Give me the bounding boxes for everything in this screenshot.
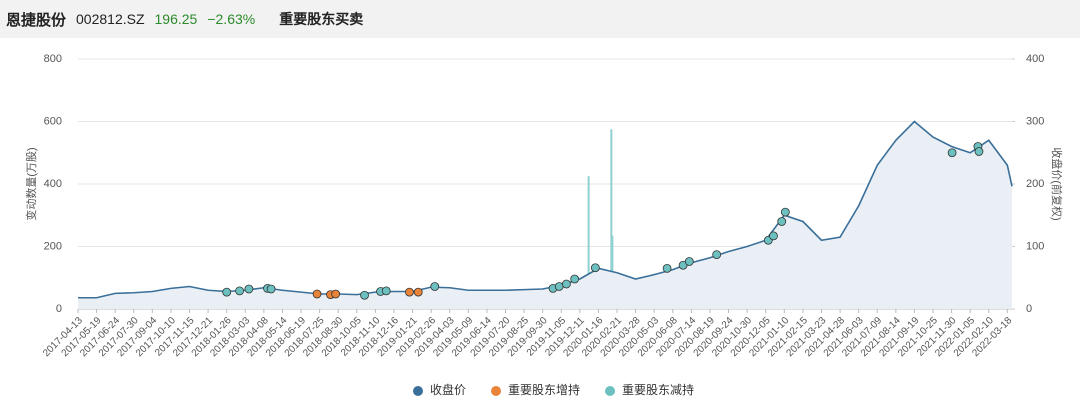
chart: 变动数量(万股) 收盘价(前复权) 0 200 400 600 800 0 100 200 30… xyxy=(0,38,1080,407)
y2-tick-label: 0 xyxy=(1026,303,1032,315)
volume-bar xyxy=(587,176,590,309)
event-marker xyxy=(430,282,440,291)
y-tick-label: 400 xyxy=(44,178,62,190)
event-marker xyxy=(360,290,369,300)
event-marker xyxy=(777,217,787,226)
event-marker xyxy=(974,147,984,156)
event-marker xyxy=(684,257,694,266)
y-tick-label: 600 xyxy=(44,115,62,127)
event-marker xyxy=(266,284,276,294)
legend-marker xyxy=(491,386,502,396)
y2-tick-label: 200 xyxy=(1026,178,1044,190)
event-marker xyxy=(235,286,245,296)
y-tick-label: 200 xyxy=(44,240,62,252)
legend-label: 收盘价 xyxy=(430,382,466,397)
event-marker xyxy=(947,148,957,158)
event-marker xyxy=(769,231,778,241)
event-marker xyxy=(331,289,341,299)
event-marker xyxy=(312,289,322,299)
y-tick-label: 0 xyxy=(56,303,62,315)
event-marker xyxy=(405,287,414,297)
event-marker xyxy=(780,207,790,217)
price: 196.25 xyxy=(154,11,198,27)
y2-tick-label: 300 xyxy=(1026,115,1044,127)
event-marker xyxy=(222,287,232,297)
event-marker xyxy=(413,287,423,297)
section-title: 重要股东买卖 xyxy=(279,11,364,27)
event-marker xyxy=(590,263,600,273)
legend-label: 重要股东减持 xyxy=(622,382,694,397)
header: 恩捷股份 002812.SZ 196.25 −2.63% 重要股东买卖 xyxy=(0,0,1080,38)
volume-bar xyxy=(610,129,613,309)
y2-tick-label: 400 xyxy=(1026,53,1044,65)
event-marker xyxy=(381,286,391,296)
y-tick-label: 800 xyxy=(44,53,62,65)
event-marker xyxy=(662,263,672,273)
legend-marker xyxy=(605,386,616,396)
event-marker xyxy=(570,274,580,284)
event-marker xyxy=(712,250,722,260)
y2-axis-label: 收盘价(前复权) xyxy=(1050,147,1064,220)
legend-label: 重要股东增持 xyxy=(508,382,580,397)
stock-name: 恩捷股份 xyxy=(6,11,67,29)
stock-code: 002812.SZ xyxy=(76,11,145,27)
price-area xyxy=(78,121,1012,309)
y2-tick-label: 100 xyxy=(1026,240,1044,252)
y-axis-label: 变动数量(万股) xyxy=(24,147,38,220)
legend-marker xyxy=(413,386,423,396)
change: −2.63% xyxy=(207,11,256,27)
event-marker xyxy=(562,279,571,289)
event-marker xyxy=(554,282,564,291)
event-marker xyxy=(244,284,254,294)
